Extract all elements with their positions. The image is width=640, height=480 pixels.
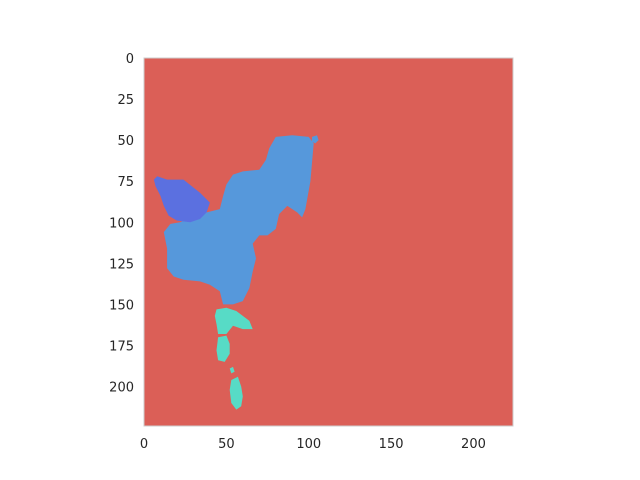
y-tick-label: 25 [117, 93, 134, 108]
y-tick-label: 200 [109, 381, 134, 396]
x-tick-label: 100 [296, 437, 321, 452]
y-tick-label: 50 [117, 134, 134, 149]
cyan-region-1 [214, 307, 253, 334]
y-tick-label: 175 [109, 340, 134, 355]
main-region [163, 135, 314, 305]
x-tick-label: 200 [461, 437, 486, 452]
dark-region [153, 176, 210, 223]
x-tick-label: 150 [379, 437, 404, 452]
heatmap-regions [153, 135, 319, 410]
cyan-region-4 [229, 366, 235, 374]
y-tick-label: 125 [109, 257, 134, 272]
cyan-region-2 [216, 335, 230, 362]
y-axis-ticks: 0 25 50 75 100 125 150 175 200 [109, 52, 134, 396]
y-tick-label: 100 [109, 216, 134, 231]
x-axis-ticks: 0 50 100 150 200 [140, 437, 486, 452]
y-tick-label: 75 [117, 175, 134, 190]
y-tick-label: 150 [109, 298, 134, 313]
x-tick-label: 50 [218, 437, 235, 452]
y-tick-label: 0 [126, 52, 134, 67]
x-tick-label: 0 [140, 437, 148, 452]
tip-region [312, 135, 319, 144]
cyan-region-3 [229, 376, 243, 410]
